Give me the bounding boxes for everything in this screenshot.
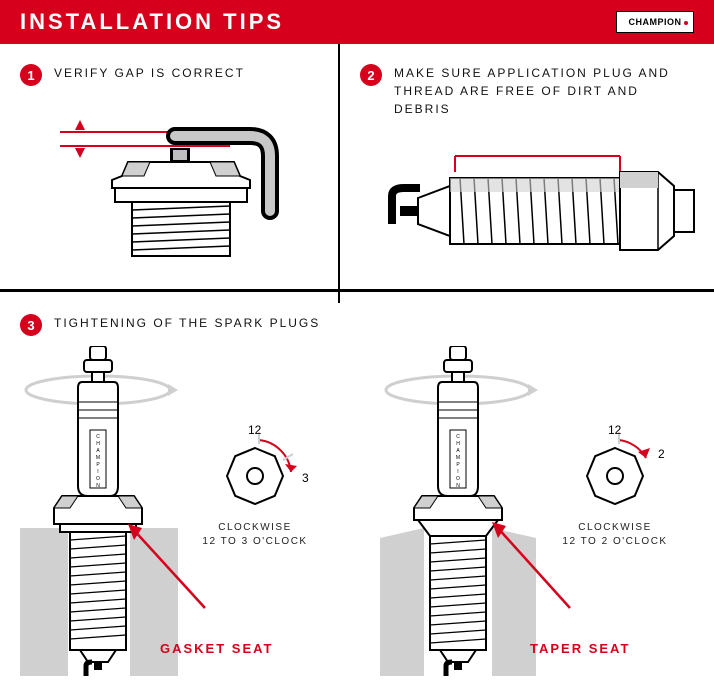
svg-text:C: C	[96, 434, 100, 440]
step-3-badge: 3	[20, 314, 42, 336]
svg-text:I: I	[457, 469, 458, 475]
dial-right-12: 12	[608, 423, 622, 437]
gasket-plug-block: C H A M P I O N	[20, 346, 360, 676]
taper-plug-diagram: C H A M P I O N	[380, 346, 714, 676]
svg-text:N: N	[456, 483, 460, 489]
panel-tightening: 3 Tightening of the spark plugs	[0, 292, 714, 676]
panel-verify-gap: 1 Verify gap is correct	[0, 44, 340, 303]
svg-text:M: M	[456, 455, 460, 461]
thread-diagram	[360, 128, 700, 288]
step-1-badge: 1	[20, 64, 42, 86]
dial-left-3: 3	[302, 471, 309, 485]
panel-clean-thread: 2 Make sure application plug and thread …	[340, 44, 714, 303]
page-title: INSTALLATION TIPS	[20, 9, 284, 35]
svg-text:12 TO 2 O'CLOCK: 12 TO 2 O'CLOCK	[562, 536, 667, 547]
svg-text:12 TO 3 O'CLOCK: 12 TO 3 O'CLOCK	[202, 536, 307, 547]
dial-right-2: 2	[658, 447, 665, 461]
brand-logo: CHAMPION	[616, 11, 694, 33]
svg-text:I: I	[97, 469, 98, 475]
svg-text:M: M	[96, 455, 100, 461]
plugs-row: C H A M P I O N	[20, 346, 694, 676]
svg-text:CLOCKWISE: CLOCKWISE	[218, 522, 292, 533]
svg-text:O: O	[456, 476, 460, 482]
dial-left-12: 12	[248, 423, 262, 437]
top-panels: 1 Verify gap is correct	[0, 44, 714, 289]
gasket-plug-diagram: C H A M P I O N	[20, 346, 360, 676]
step-1-header: 1 Verify gap is correct	[20, 64, 318, 86]
taper-plug-block: C H A M P I O N	[380, 346, 714, 676]
step-2-badge: 2	[360, 64, 382, 86]
svg-text:O: O	[96, 476, 100, 482]
header-bar: INSTALLATION TIPS CHAMPION	[0, 0, 714, 44]
svg-text:N: N	[96, 483, 100, 489]
step-1-title: Verify gap is correct	[54, 64, 245, 82]
gap-diagram	[20, 96, 320, 266]
gasket-seat-label: GASKET SEAT	[160, 641, 274, 656]
step-3-title: Tightening of the spark plugs	[54, 314, 320, 332]
step-2-header: 2 Make sure application plug and thread …	[360, 64, 700, 118]
svg-text:H: H	[96, 441, 100, 447]
svg-text:CLOCKWISE: CLOCKWISE	[578, 522, 652, 533]
brand-logo-text: CHAMPION	[629, 17, 682, 27]
svg-text:H: H	[456, 441, 460, 447]
svg-text:C: C	[456, 434, 460, 440]
taper-seat-label: TAPER SEAT	[530, 641, 630, 656]
step-3-header: 3 Tightening of the spark plugs	[20, 314, 694, 336]
step-2-title: Make sure application plug and thread ar…	[394, 64, 700, 118]
